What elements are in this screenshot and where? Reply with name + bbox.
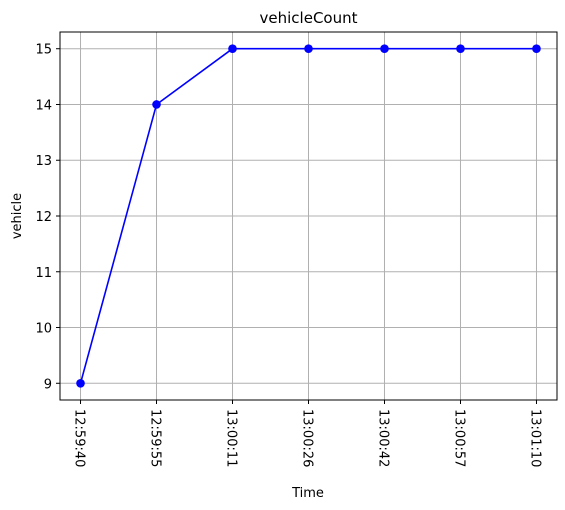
data-point (304, 44, 313, 54)
y-tick-label: 12 (35, 210, 52, 225)
y-tick-label: 10 (35, 322, 52, 337)
x-tick-label: 13:01:10 (527, 409, 542, 467)
y-axis-label: vehicle (10, 193, 25, 239)
data-point (380, 44, 389, 54)
y-tick-label: 15 (35, 43, 52, 58)
plot-frame (59, 31, 558, 401)
x-tick-label: 13:00:11 (224, 409, 239, 467)
x-tick-label: 12:59:40 (72, 409, 87, 467)
data-point (532, 44, 541, 54)
y-tick-label: 14 (35, 98, 52, 113)
x-tick-label: 13:00:42 (375, 409, 390, 467)
y-tick-label: 13 (35, 154, 52, 169)
axis-ticks: 12:59:40 12:59:55 13:00:11 13:00:26 13:00:42… (35, 43, 542, 468)
x-axis-label: Time (291, 486, 324, 501)
x-tick-label: 12:59:55 (148, 409, 163, 467)
x-tick-label: 13:00:57 (451, 409, 466, 467)
x-tick-label: 13:00:26 (300, 409, 315, 467)
data-point (152, 100, 161, 109)
chart-title: vehicleCount (260, 9, 358, 27)
data-point (456, 44, 465, 54)
series-layer (76, 44, 541, 388)
y-tick-label: 11 (35, 266, 52, 281)
data-point (228, 44, 237, 54)
y-tick-label: 9 (44, 377, 52, 392)
data-point (76, 378, 85, 388)
